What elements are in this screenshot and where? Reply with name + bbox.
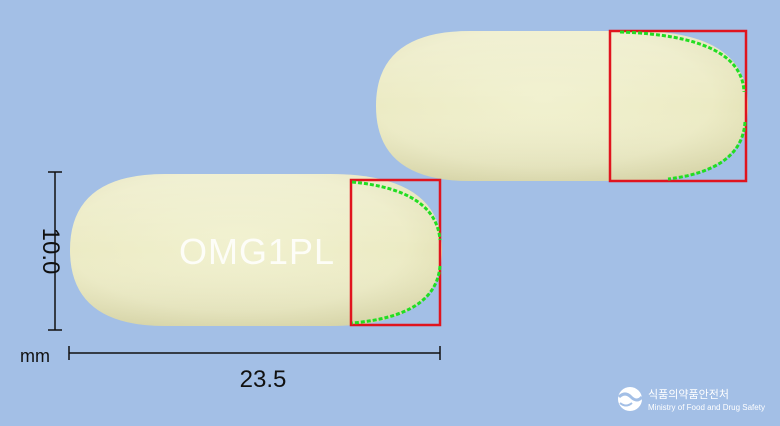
back-capsule-edge-overlay — [608, 29, 748, 183]
length-dimension: 23.5 — [68, 346, 441, 393]
length-value: 23.5 — [240, 366, 287, 393]
front-capsule-edge-trace — [351, 180, 442, 325]
front-capsule-edge-overlay — [349, 178, 442, 327]
back-capsule-edge-trace — [619, 30, 747, 181]
back-capsule — [376, 31, 748, 181]
front-capsule-imprint: OMG1PL — [179, 231, 335, 272]
front-capsule: OMG1PL — [70, 174, 442, 326]
agency-name-english: Ministry of Food and Drug Safety — [648, 403, 765, 412]
agency-logo: 식품의약품안전처 Ministry of Food and Drug Safet… — [617, 387, 765, 412]
front-capsule-highlight-box — [349, 178, 442, 327]
agency-name-korean: 식품의약품안전처 — [648, 387, 729, 401]
unit-label: mm — [20, 346, 50, 366]
height-value: 10.0 — [37, 228, 64, 275]
back-capsule-highlight-box — [608, 29, 748, 183]
height-dimension: 10.0 — [37, 171, 64, 331]
